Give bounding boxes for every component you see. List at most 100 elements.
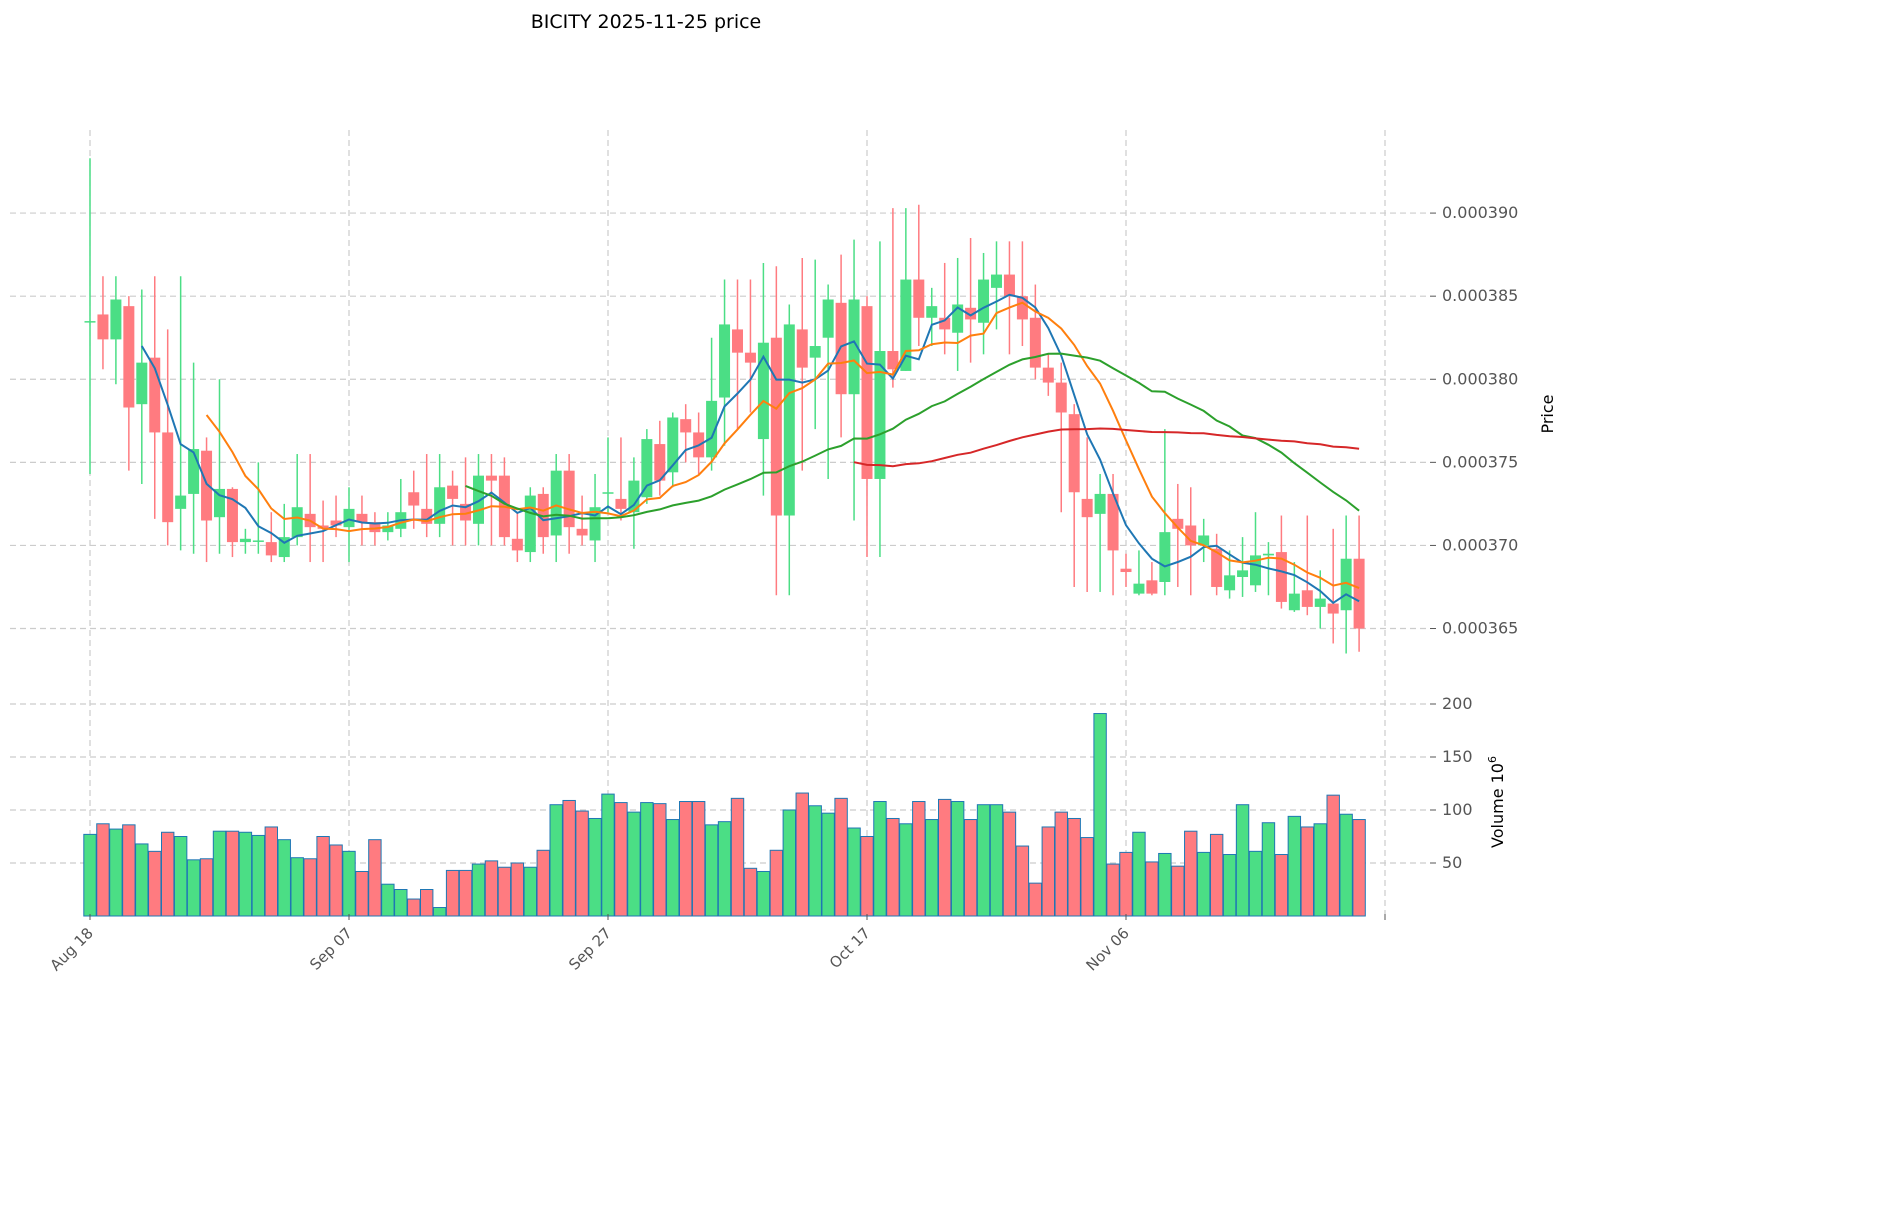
volume-bar xyxy=(458,869,473,917)
volume-bar xyxy=(1002,811,1017,917)
volume-tick-label: 50 xyxy=(1442,853,1462,872)
candle-down xyxy=(913,279,925,318)
y-tick-label: 0.000370 xyxy=(1442,535,1518,554)
volume-bar xyxy=(277,839,291,917)
candle-down xyxy=(1211,548,1223,587)
moving-averages xyxy=(140,293,1360,605)
candle-up xyxy=(641,439,653,498)
candle-up xyxy=(291,507,303,538)
volume-bar xyxy=(614,802,628,917)
ma-line-10 xyxy=(205,301,1360,590)
y-tick-label: 0.000365 xyxy=(1442,619,1518,638)
volume-label-text: Volume 10 xyxy=(1488,763,1507,848)
y-tick-label: 0.000375 xyxy=(1442,452,1518,471)
ma-line-5 xyxy=(140,293,1360,605)
candle-up xyxy=(110,299,122,340)
volume-bar xyxy=(588,817,602,917)
candle-up xyxy=(706,400,718,458)
candle-down xyxy=(1029,317,1041,368)
candle-up xyxy=(926,306,938,318)
volume-bar xyxy=(420,889,434,917)
candle-up xyxy=(757,342,769,440)
volume-bar xyxy=(199,858,214,917)
volume-bar xyxy=(1326,794,1340,917)
x-tick-label: Sep 27 xyxy=(565,924,615,974)
candle-up xyxy=(900,279,912,371)
candle-up xyxy=(214,488,225,518)
y-axis-label: Price xyxy=(1538,394,1557,433)
volume-bar xyxy=(1184,830,1198,917)
volume-bar xyxy=(1300,826,1314,917)
candle-up xyxy=(1198,535,1210,546)
volume-bar xyxy=(212,830,227,917)
volume-bar xyxy=(756,870,771,917)
volume-bar xyxy=(886,817,900,917)
volume-bar xyxy=(575,810,589,917)
volume-bar xyxy=(264,826,279,917)
volume-bar xyxy=(1041,826,1055,917)
x-tick-label: Sep 07 xyxy=(306,924,356,974)
candle-down xyxy=(1055,382,1067,413)
volume-bar xyxy=(691,801,706,917)
candle-up xyxy=(667,417,679,473)
candle-down xyxy=(356,513,368,523)
volume-bar xyxy=(769,849,784,917)
candle-up xyxy=(589,507,601,541)
volume-bar xyxy=(186,859,201,917)
volume-bar xyxy=(497,866,512,917)
candle-down xyxy=(421,508,433,524)
candle-down xyxy=(447,485,459,499)
volume-bar xyxy=(640,802,654,917)
volume-bar xyxy=(238,831,253,917)
candle-down xyxy=(511,538,523,551)
candle-up xyxy=(848,299,860,395)
candle-up xyxy=(524,495,536,553)
candle-up xyxy=(978,279,990,323)
volume-bar xyxy=(782,809,796,917)
y-tick-label: 0.000380 xyxy=(1442,369,1518,388)
candle-down xyxy=(1120,568,1132,573)
volume-bar xyxy=(1352,819,1366,917)
volume-bar xyxy=(938,798,952,917)
candle-down xyxy=(149,357,161,433)
candle-down xyxy=(1081,498,1093,518)
candle-down xyxy=(1353,558,1365,629)
volume-bar xyxy=(536,849,550,917)
candle-up xyxy=(550,470,562,536)
volume-axis-label: Volume 106 xyxy=(1486,756,1507,848)
volume-bar xyxy=(1145,861,1159,917)
volume-bar xyxy=(510,862,525,917)
volume-bar xyxy=(432,907,447,917)
candle-up xyxy=(382,525,394,533)
volume-bar xyxy=(847,827,861,917)
candle-down xyxy=(1146,580,1158,594)
volume-bar xyxy=(290,857,304,917)
ma-line-60 xyxy=(853,427,1360,468)
volume-bar xyxy=(135,843,149,917)
candle-down xyxy=(965,307,977,320)
volume-bar xyxy=(1313,823,1327,917)
candle-up xyxy=(822,299,834,338)
candle-down xyxy=(887,351,899,370)
x-tick-label: Aug 18 xyxy=(47,924,97,974)
candle-down xyxy=(563,470,575,528)
candle-down xyxy=(744,352,756,363)
candle-up xyxy=(278,537,290,558)
volume-bar xyxy=(1028,882,1043,917)
candle-up xyxy=(783,324,795,516)
volume-tick-label: 100 xyxy=(1442,800,1473,819)
volume-bar xyxy=(808,805,822,917)
candle-up xyxy=(602,492,614,494)
candle-down xyxy=(576,528,588,536)
volume-bar xyxy=(303,858,317,917)
candle-up xyxy=(1159,532,1171,582)
volume-tick-label: 150 xyxy=(1442,747,1473,766)
candle-up xyxy=(809,346,821,358)
volume-bar xyxy=(173,836,188,917)
candle-down xyxy=(369,522,381,533)
candle-down xyxy=(201,450,213,521)
volume-bar xyxy=(355,870,369,917)
candle-up xyxy=(1250,555,1261,586)
volume-bar xyxy=(381,883,395,917)
candle-down xyxy=(265,542,277,556)
